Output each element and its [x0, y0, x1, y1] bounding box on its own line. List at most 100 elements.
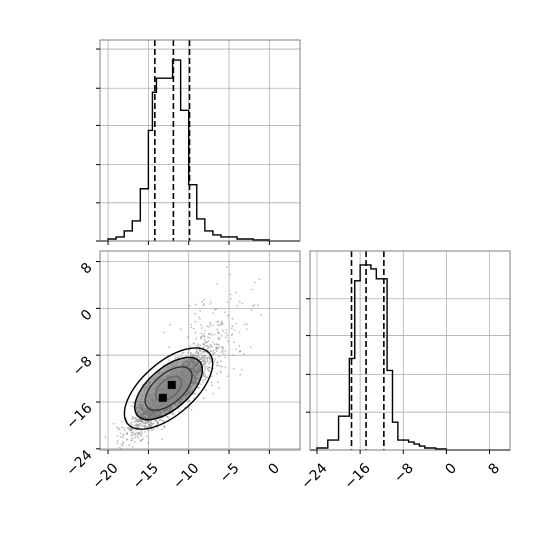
scatter-point — [234, 291, 237, 294]
scatter-point — [195, 355, 197, 357]
scatter-point — [240, 368, 243, 371]
scatter-point — [195, 337, 198, 340]
scatter-point — [236, 304, 239, 307]
scatter-point — [162, 331, 165, 334]
scatter-point — [131, 437, 134, 440]
scatter-point — [157, 422, 160, 425]
scatter-point — [249, 346, 252, 348]
scatter-point — [203, 350, 206, 353]
scatter-point — [213, 352, 216, 355]
scatter-point — [221, 350, 224, 353]
scatter-point — [205, 376, 208, 379]
scatter-point — [189, 353, 192, 356]
scatter-point — [204, 359, 207, 361]
scatter-point — [143, 426, 146, 429]
scatter-point — [224, 350, 227, 352]
scatter-points — [104, 266, 263, 450]
scatter-point — [203, 338, 206, 341]
scatter-panel-bottom-left: −24−16−808−20 −15 −10 −5 0 — [63, 250, 301, 493]
scatter-point — [203, 362, 206, 365]
scatter-point — [119, 432, 122, 435]
scatter-point — [219, 323, 222, 325]
scatter-point — [122, 442, 125, 445]
scatter-point — [116, 439, 119, 442]
scatter-point — [202, 397, 205, 400]
scatter-point — [204, 361, 207, 364]
scatter-point — [205, 365, 208, 368]
scatter-point — [168, 346, 170, 349]
scatter-point — [190, 408, 193, 411]
scatter-point — [187, 349, 190, 352]
scatter-point — [179, 328, 182, 331]
scatter-point — [212, 392, 215, 395]
scatter-point — [218, 332, 221, 335]
scatter-point — [202, 303, 205, 305]
scatter-point — [216, 372, 218, 375]
scatter-point — [118, 446, 121, 449]
scatter-point — [134, 432, 137, 435]
scatter-point — [198, 356, 201, 359]
scatter-point — [123, 427, 126, 430]
scatter-point — [168, 359, 170, 362]
scatter-point — [134, 434, 137, 437]
scatter-point — [212, 353, 215, 356]
scatter-point — [191, 355, 194, 358]
scatter-point — [216, 324, 219, 326]
scatter-point — [220, 371, 223, 374]
scatter-point — [243, 353, 246, 355]
scatter-point — [238, 331, 241, 334]
scatter-point — [217, 344, 220, 346]
scatter-point — [144, 424, 147, 427]
scatter-point — [218, 355, 221, 358]
scatter-point — [229, 273, 231, 276]
scatter-point — [211, 334, 214, 336]
scatter-point — [204, 356, 207, 359]
scatter-point — [217, 381, 219, 384]
scatter-point — [246, 323, 248, 325]
scatter-point — [197, 351, 200, 354]
scatter-point — [213, 308, 216, 311]
scatter-point — [225, 332, 227, 335]
scatter-point — [141, 423, 144, 425]
scatter-point — [210, 350, 213, 353]
scatter-point — [135, 423, 138, 426]
scatter-point — [141, 424, 143, 427]
scatter-point — [194, 320, 197, 323]
scatter-point — [218, 324, 221, 327]
scatter-point — [153, 428, 155, 431]
scatter-point — [251, 305, 254, 308]
scatter-point — [232, 367, 235, 370]
scatter-point — [187, 407, 190, 409]
scatter-point — [216, 321, 219, 323]
scatter-point — [121, 420, 123, 423]
scatter-point — [131, 417, 133, 419]
scatter-point — [207, 345, 210, 348]
scatter-point — [131, 418, 134, 421]
scatter-point — [208, 356, 211, 359]
scatter-point — [160, 418, 163, 420]
scatter-point — [201, 356, 204, 358]
scatter-point — [186, 336, 189, 339]
scatter-point — [200, 332, 203, 335]
scatter-point — [238, 300, 241, 303]
scatter-point — [209, 301, 212, 303]
scatter-point — [211, 384, 213, 387]
scatter-point — [220, 334, 223, 337]
scatter-point — [204, 375, 207, 378]
scatter-point — [147, 441, 150, 444]
scatter-point — [133, 421, 136, 424]
scatter-point — [204, 373, 206, 376]
scatter-point — [202, 304, 205, 307]
scatter-point — [213, 360, 216, 362]
scatter-point — [174, 357, 177, 360]
scatter-point — [203, 298, 206, 301]
scatter-point — [136, 435, 139, 437]
scatter-point — [208, 362, 210, 365]
scatter-point — [144, 431, 146, 433]
scatter-point — [225, 329, 228, 332]
scatter-point — [129, 422, 132, 425]
scatter-point — [161, 428, 164, 431]
scatter-point — [119, 436, 122, 438]
scatter-point — [213, 333, 216, 336]
scatter-point — [195, 344, 198, 347]
